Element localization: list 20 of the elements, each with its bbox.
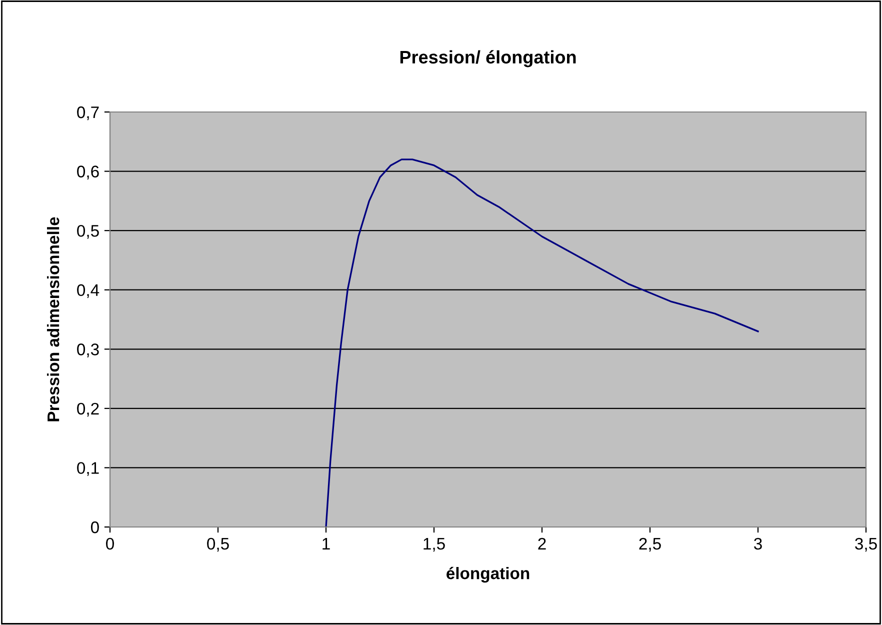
x-tick-label: 0,5	[207, 538, 229, 552]
x-tick-label: 2,5	[639, 538, 661, 552]
y-tick-label: 0,6	[77, 166, 99, 180]
y-tick-label: 0,5	[77, 224, 99, 239]
x-axis-title: élongation	[446, 566, 530, 583]
x-tick-label: 3,5	[855, 538, 877, 552]
y-tick-label: 0,3	[77, 344, 99, 358]
line-series	[325, 158, 759, 527]
x-tick-label: 2	[538, 538, 546, 550]
x-tick-label: 0	[106, 538, 114, 550]
chart-title: Pression/ élongation	[400, 50, 576, 68]
x-tick-label: 1,5	[424, 538, 445, 552]
y-tick-label: 0,7	[77, 106, 99, 120]
x-tick-label: 1	[322, 538, 330, 550]
y-tick-label: 0,4	[77, 284, 100, 298]
y-axis-title: Pression adimensionnelle	[46, 217, 60, 422]
y-tick-label: 0,2	[77, 402, 99, 417]
y-tick-label: 0	[90, 521, 99, 534]
y-tick-label: 0,1	[77, 462, 99, 476]
x-tick-label: 3	[754, 538, 762, 550]
